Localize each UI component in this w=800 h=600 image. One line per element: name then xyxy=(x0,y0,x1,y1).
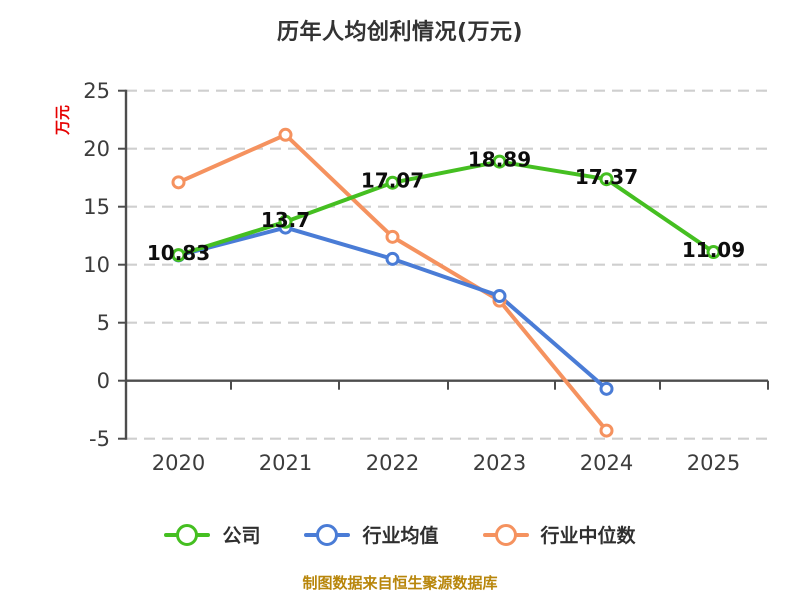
legend-label-company: 公司 xyxy=(222,525,261,547)
value-label: 13.7 xyxy=(261,208,310,232)
value-label: 17.37 xyxy=(575,165,638,189)
data-point xyxy=(385,229,400,244)
x-tick-label: 2024 xyxy=(580,451,633,475)
data-point xyxy=(278,127,293,142)
data-point xyxy=(385,251,400,266)
series-line xyxy=(176,159,716,258)
chart-legend: 公司 行业均值 行业中位数 xyxy=(0,521,800,548)
series-line xyxy=(176,225,609,391)
y-tick-label: 10 xyxy=(83,253,110,277)
legend-label-industry-median: 行业中位数 xyxy=(540,525,636,547)
data-point xyxy=(599,381,614,396)
legend-item-industry-median: 行业中位数 xyxy=(482,521,636,548)
x-tick-label: 2020 xyxy=(152,451,205,475)
x-tick-label: 2022 xyxy=(366,451,419,475)
data-point xyxy=(171,248,186,263)
legend-item-industry-average: 行业均值 xyxy=(304,521,439,548)
value-label: 17.07 xyxy=(361,169,424,193)
value-label: 11.09 xyxy=(682,238,745,262)
data-point xyxy=(599,172,614,187)
industry-median-line-marker-icon xyxy=(482,523,529,546)
data-point xyxy=(492,289,507,304)
data-point xyxy=(385,175,400,190)
data-source-note: 制图数据来自恒生聚源数据库 xyxy=(302,574,498,592)
y-tick-label: 5 xyxy=(97,311,110,335)
y-tick-label: 0 xyxy=(97,369,110,393)
x-tick-label: 2023 xyxy=(473,451,526,475)
y-tick-label: 25 xyxy=(83,79,110,103)
data-point xyxy=(171,175,186,190)
data-point xyxy=(492,154,507,169)
company-line-marker-icon xyxy=(164,523,211,546)
data-point xyxy=(278,214,293,229)
y-tick-label: 15 xyxy=(83,195,110,219)
y-tick-label: 20 xyxy=(83,137,110,161)
x-tick-label: 2025 xyxy=(687,451,740,475)
value-label: 10.83 xyxy=(147,241,210,265)
legend-item-company: 公司 xyxy=(164,521,260,548)
data-point xyxy=(706,245,721,260)
y-tick-label: -5 xyxy=(89,427,110,451)
industry-average-line-marker-icon xyxy=(304,523,351,546)
value-label: 18.89 xyxy=(468,148,531,172)
x-tick-label: 2021 xyxy=(259,451,312,475)
data-point xyxy=(599,423,614,438)
legend-label-industry-average: 行业均值 xyxy=(362,525,439,547)
chart-title: 历年人均创利情况(万元) xyxy=(276,20,524,45)
